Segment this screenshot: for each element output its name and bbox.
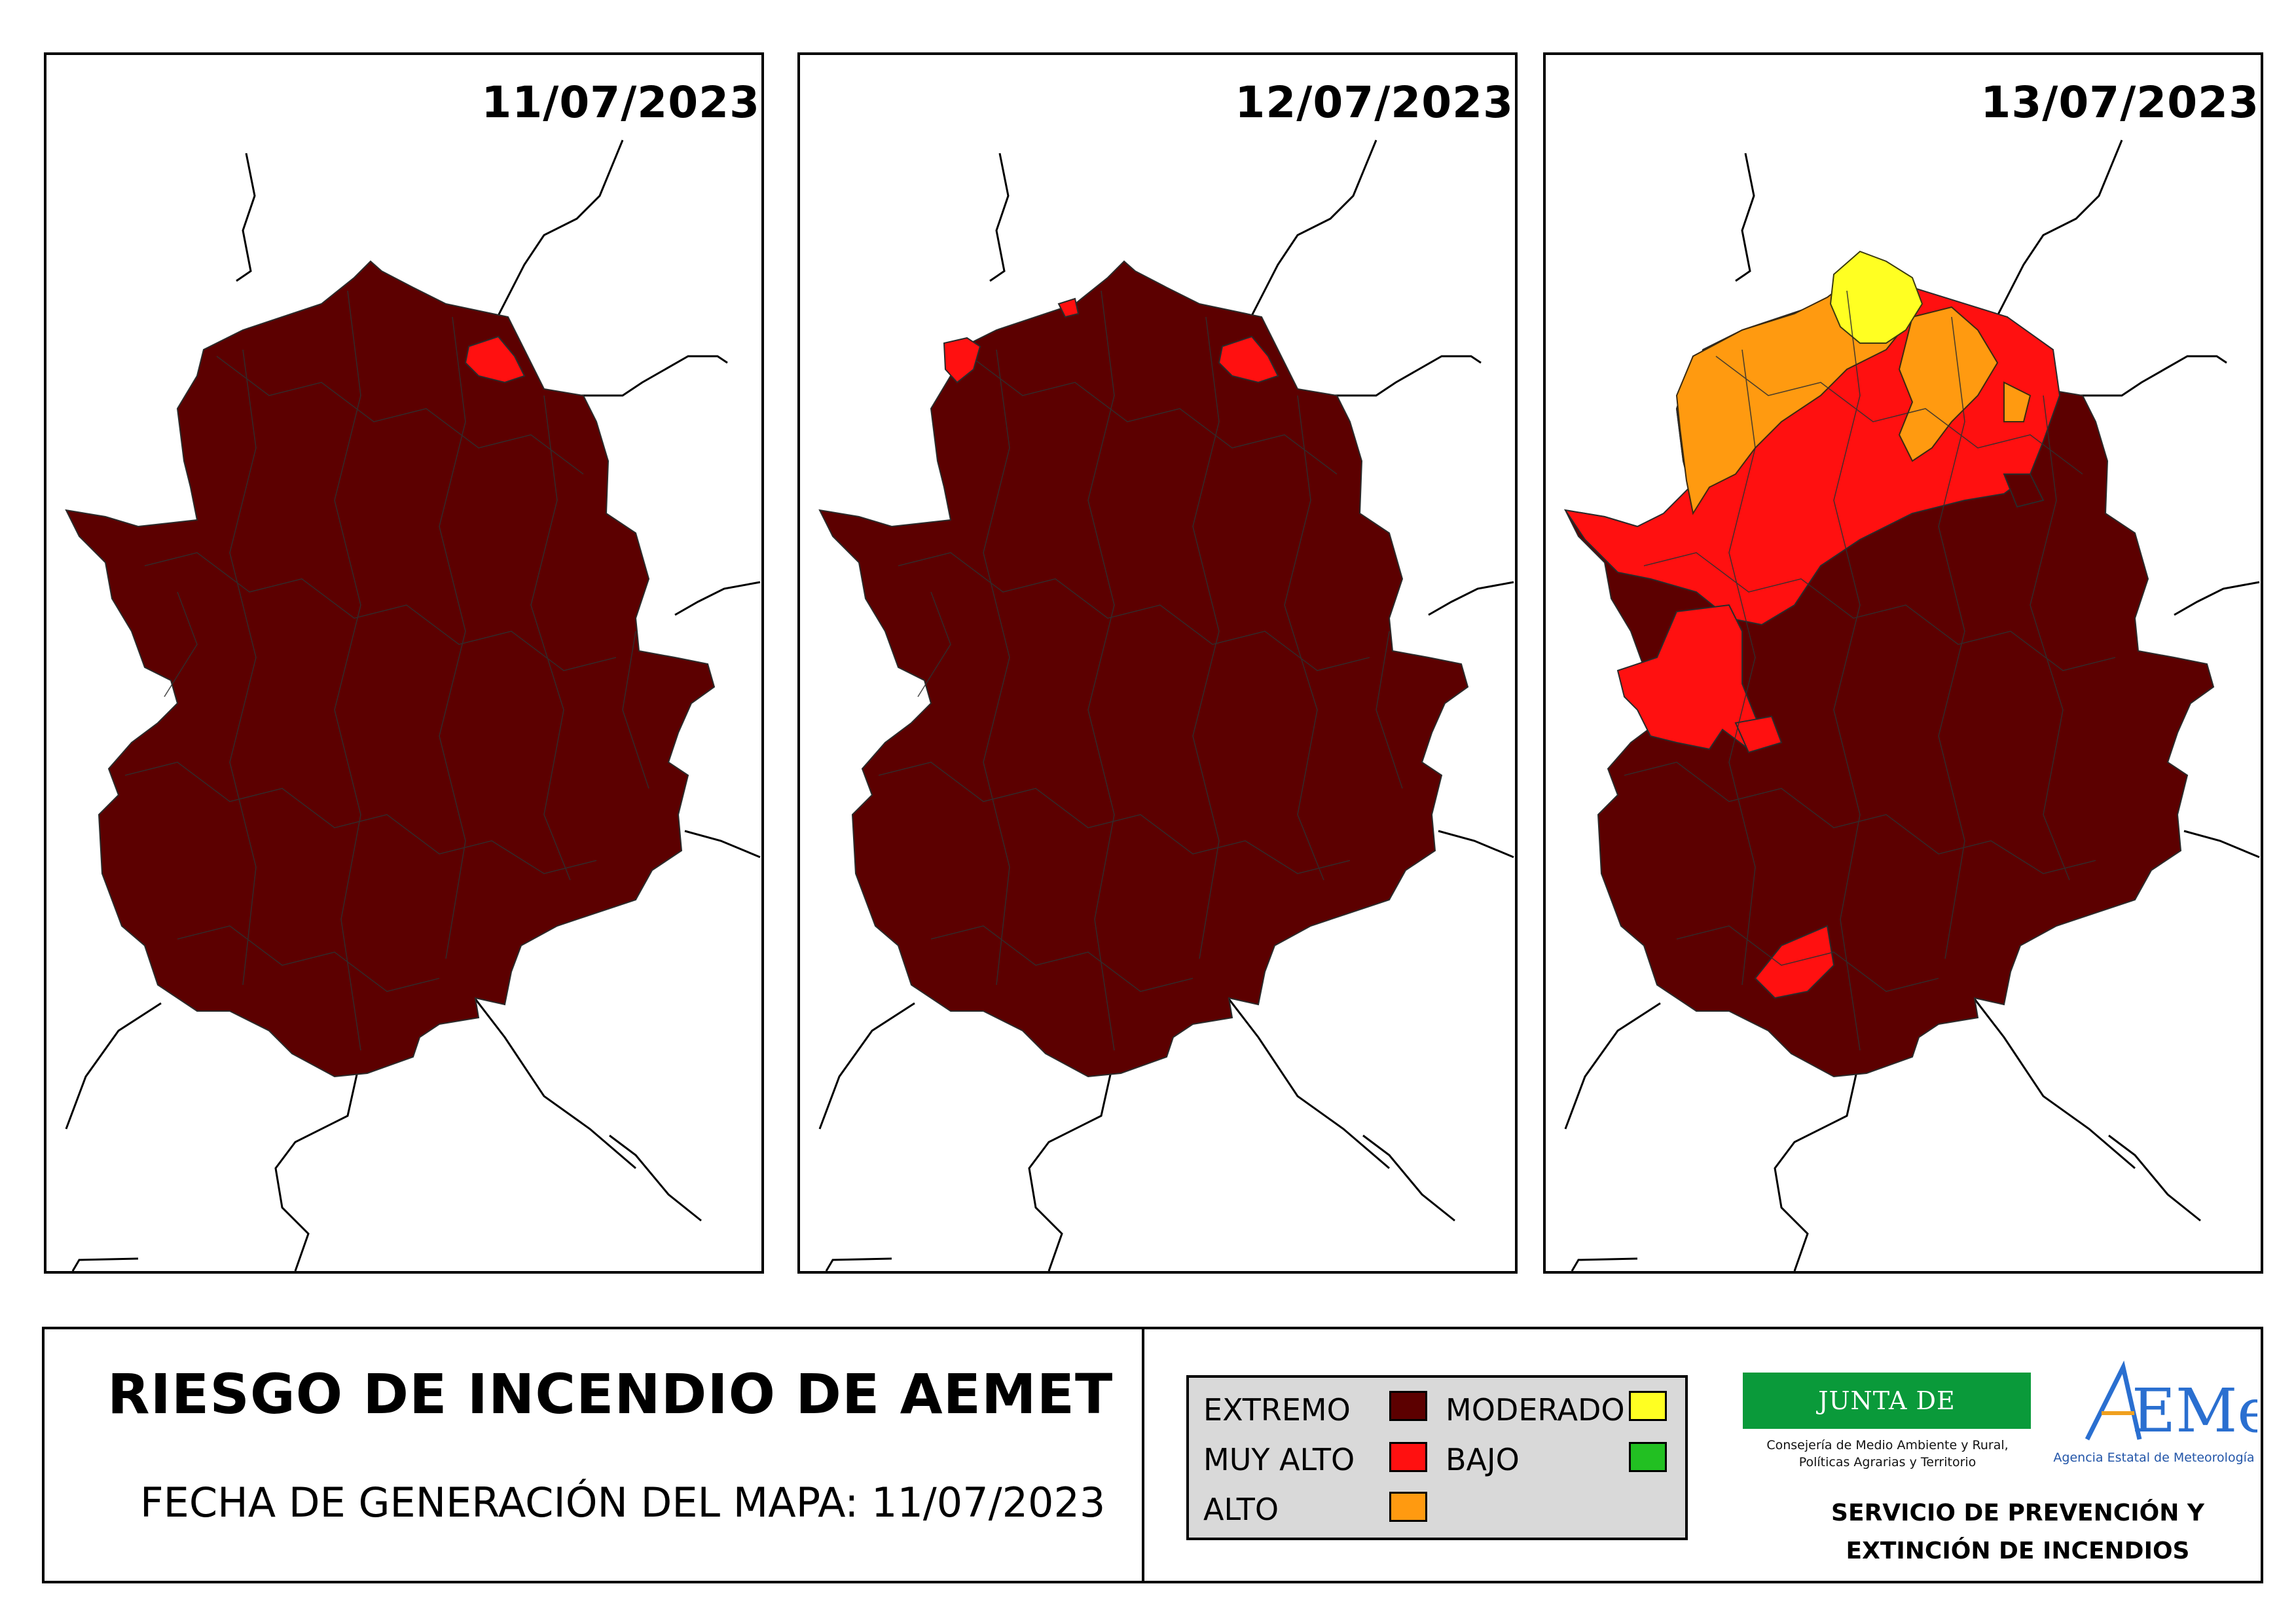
- footer: RIESGO DE INCENDIO DE AEMET FECHA DE GEN…: [42, 1327, 2263, 1583]
- service-line-1: SERVICIO DE PREVENCIÓN Y: [1831, 1500, 2204, 1526]
- extremadura-map: [65, 139, 761, 1271]
- panel-date: 11/07/2023: [481, 77, 760, 128]
- legend-label-extremo: EXTREMO: [1203, 1392, 1351, 1428]
- legend-swatch-muy-alto: [1389, 1442, 1427, 1472]
- legend-label-alto: ALTO: [1203, 1492, 1279, 1527]
- junta-extremadura-logo: JUNTA DE EXTREMADURA: [1743, 1373, 2031, 1471]
- map-panel-day-3: 13/07/2023: [1543, 52, 2263, 1274]
- generation-date: FECHA DE GENERACIÓN DEL MAPA: 11/07/2023: [140, 1479, 1106, 1526]
- aemet-subtitle: Agencia Estatal de Meteorología: [2053, 1450, 2255, 1465]
- panel-date: 13/07/2023: [1980, 77, 2259, 128]
- legend: EXTREMO MUY ALTO ALTO MODERADO BAJO: [1186, 1375, 1688, 1540]
- aemet-logo: EMet: [2085, 1360, 2257, 1446]
- moderado-zone: [1829, 250, 1923, 344]
- muy-alto-zone: [464, 335, 526, 384]
- footer-divider: [1142, 1329, 1144, 1581]
- legend-swatch-bajo: [1629, 1442, 1667, 1472]
- service-line-2: EXTINCIÓN DE INCENDIOS: [1846, 1538, 2190, 1564]
- junta-subtitle-line-1: Consejería de Medio Ambiente y Rural,: [1766, 1438, 2009, 1452]
- map-title: RIESGO DE INCENDIO DE AEMET: [107, 1362, 1114, 1426]
- alto-zone: [1898, 306, 1999, 462]
- legend-label-muy-alto: MUY ALTO: [1203, 1442, 1355, 1477]
- legend-swatch-extremo: [1389, 1391, 1427, 1421]
- extremadura-region: [818, 260, 1469, 1078]
- panel-date: 12/07/2023: [1235, 77, 1514, 128]
- muy-alto-zone: [943, 337, 981, 384]
- aemet-wordmark: EMet: [2132, 1376, 2257, 1446]
- extremadura-map: [818, 139, 1514, 1271]
- extremadura-region: [65, 260, 716, 1078]
- legend-label-moderado: MODERADO: [1446, 1392, 1625, 1428]
- legend-swatch-alto: [1389, 1492, 1427, 1522]
- extremo-zone: [2003, 473, 2045, 508]
- junta-subtitle: Consejería de Medio Ambiente y Rural, Po…: [1747, 1437, 2028, 1471]
- muy-alto-zone: [1218, 335, 1279, 384]
- muy-alto-zone: [1734, 715, 1783, 754]
- service-name: SERVICIO DE PREVENCIÓN Y EXTINCIÓN DE IN…: [1749, 1494, 2286, 1570]
- junta-subtitle-line-2: Políticas Agrarias y Territorio: [1798, 1455, 1977, 1469]
- muy-alto-zone: [1057, 297, 1080, 318]
- map-panel-day-2: 12/07/2023: [797, 52, 1518, 1274]
- legend-label-bajo: BAJO: [1446, 1442, 1520, 1477]
- extremadura-map: [1563, 139, 2260, 1271]
- legend-swatch-moderado: [1629, 1391, 1667, 1421]
- map-panel-day-1: 11/07/2023: [44, 52, 764, 1274]
- alto-zone: [2003, 381, 2032, 422]
